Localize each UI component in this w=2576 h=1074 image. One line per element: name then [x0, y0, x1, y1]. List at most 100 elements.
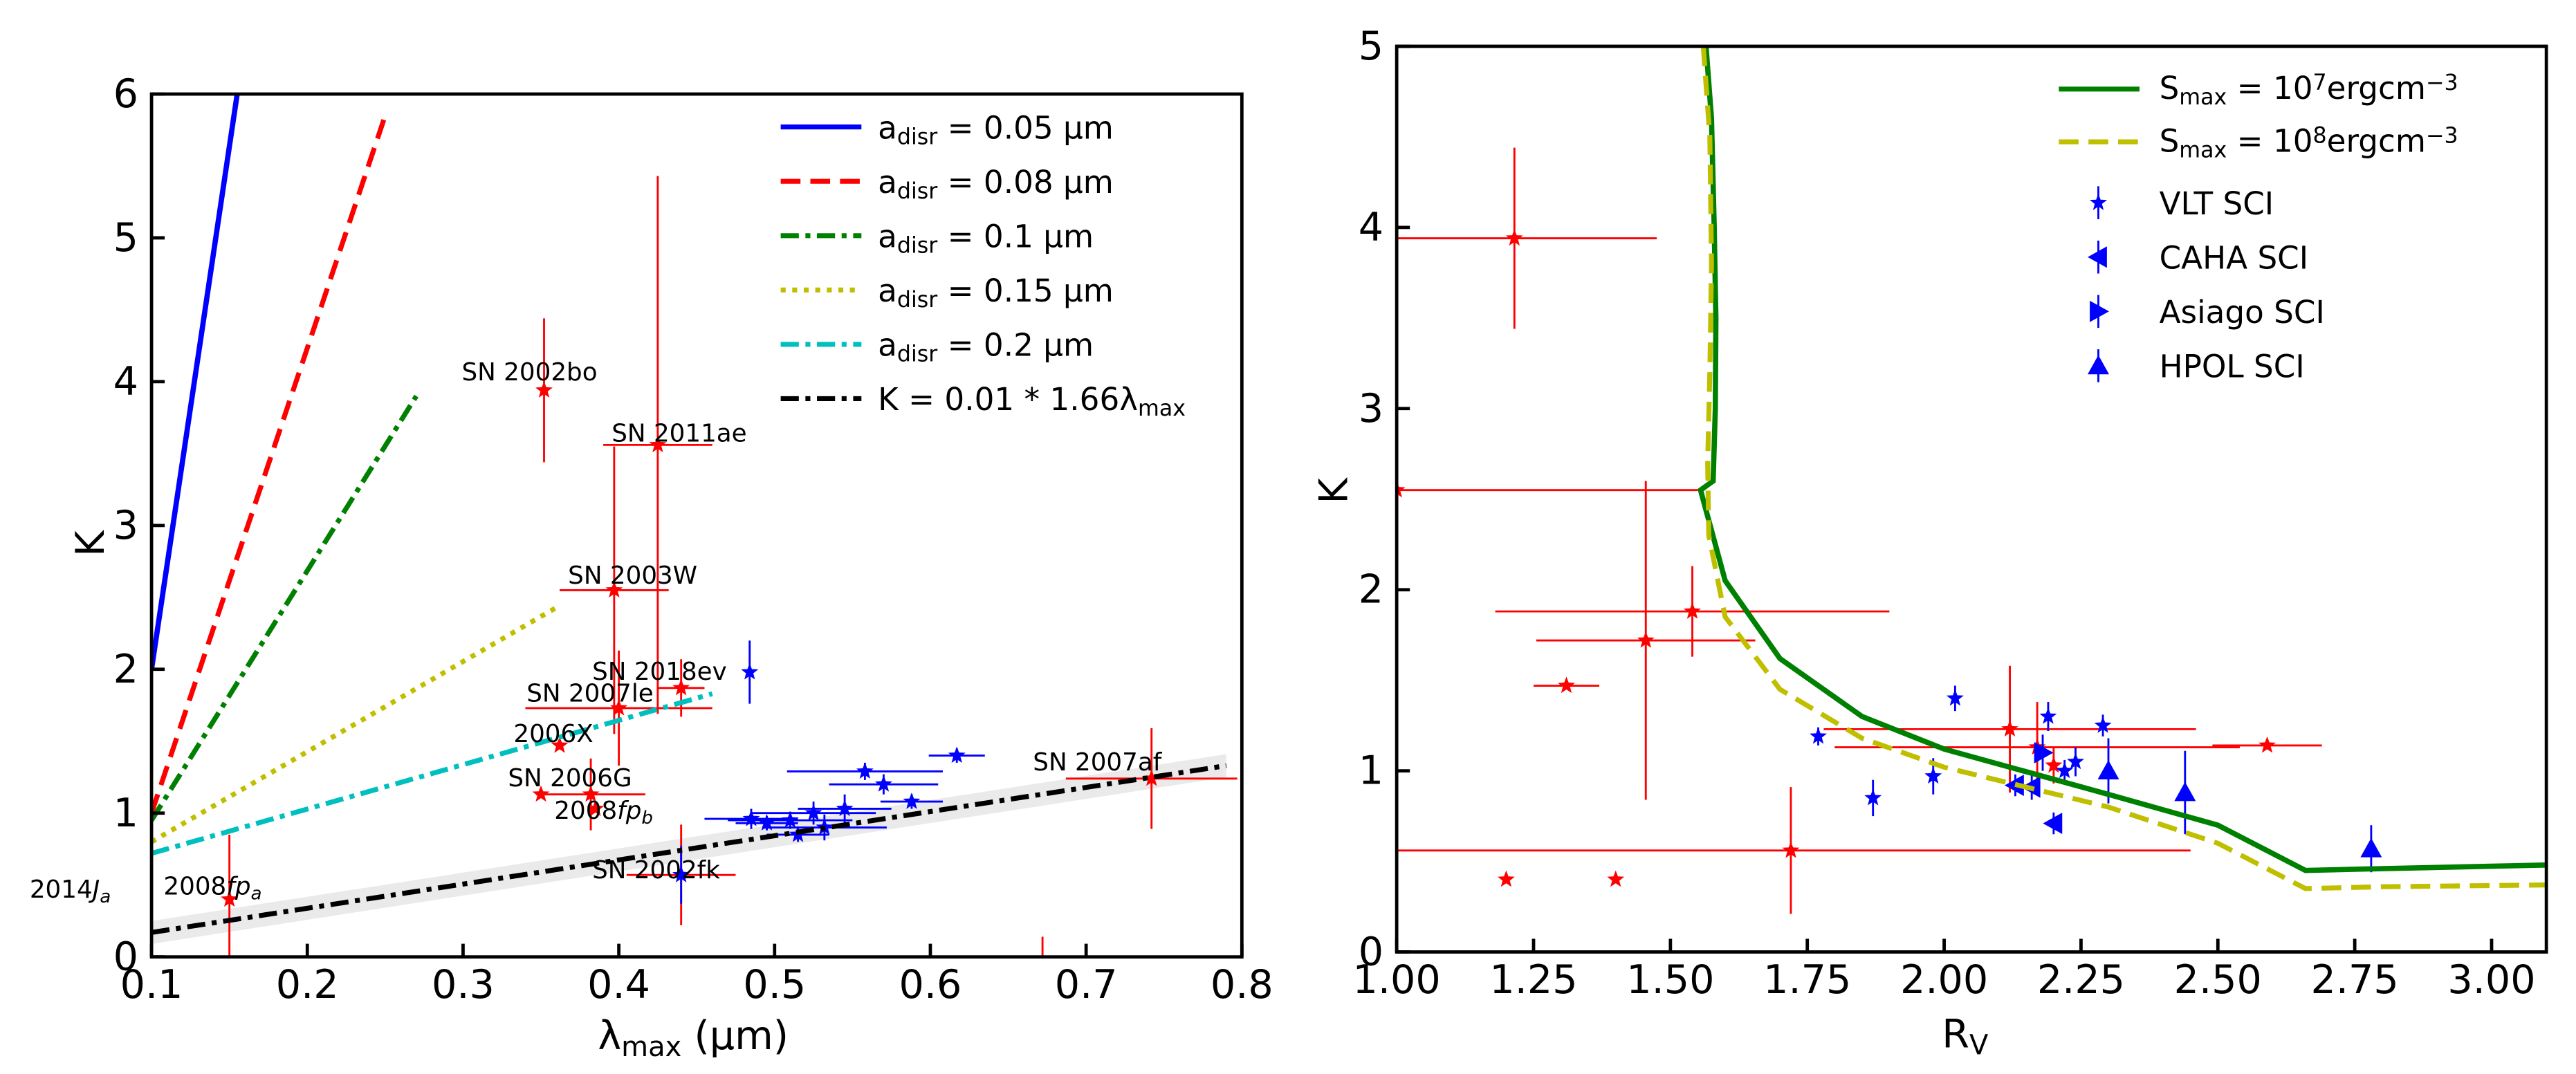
annotation-extra-0-part: 2014 — [30, 876, 93, 904]
blue-point-4 — [2034, 741, 2054, 763]
y-tick-label-2: 2 — [113, 647, 138, 692]
series-line-a008 — [151, 115, 388, 814]
blue-point-6 — [2056, 761, 2074, 779]
legend-label-kfit-part: max — [1138, 396, 1186, 421]
x-tick-label-6: 2.50 — [2174, 957, 2262, 1003]
legend-label-a02-part: disr — [897, 342, 938, 367]
legend-label-smax8-part: = 10 — [2227, 122, 2312, 159]
blue-point-12 — [2174, 781, 2196, 802]
legend-label-kfit-part: K = 0.01 * 1.66λ — [878, 381, 1138, 418]
legend-label-a015-part: a — [878, 272, 897, 309]
series-line-a02 — [151, 691, 713, 856]
legend-label-smax7-part: max — [2179, 85, 2227, 110]
blue-point-3 — [874, 775, 892, 792]
blue-point-1 — [948, 746, 966, 763]
blue-point-11 — [2097, 760, 2119, 779]
legend-marker-0 — [2090, 194, 2107, 210]
annotation-5: 2006X — [513, 720, 593, 748]
x-axis-label-part: R — [1942, 1012, 1969, 1057]
series-line-kfit — [151, 763, 1227, 935]
red-point-1 — [1397, 481, 1406, 498]
legend-label-a005-part: disr — [897, 124, 938, 149]
red-point-11 — [1607, 870, 1625, 887]
annotation-11: 2008fpa — [163, 872, 261, 904]
plot-area — [151, 93, 1238, 957]
y-tick-label-3: 3 — [113, 503, 138, 548]
red-point-4 — [610, 698, 628, 716]
legend-label-smax7-part: = 10 — [2227, 70, 2312, 107]
y-tick-label-4: 4 — [1359, 205, 1383, 250]
blue-point-2 — [2094, 716, 2112, 733]
x-tick-label-8: 3.00 — [2447, 957, 2535, 1003]
legend-label-a015-part: = 0.15 μm — [937, 272, 1114, 309]
red-point-5 — [2001, 720, 2019, 737]
x-tick-label-2: 1.50 — [1626, 957, 1714, 1003]
y-axis-label: K — [1312, 477, 1357, 504]
annotation-6: SN 2006G — [508, 764, 632, 793]
red-point-8 — [2045, 756, 2063, 773]
plot-area — [1397, 46, 2547, 914]
red-point-7 — [2258, 736, 2276, 753]
legend-label-smax8-part: −3 — [2426, 124, 2458, 149]
red-point-0 — [535, 381, 553, 398]
legend-label-a008-part: = 0.08 μm — [937, 164, 1114, 201]
red-point-7 — [582, 785, 600, 802]
y-tick-label-5: 5 — [113, 215, 138, 261]
legend-label-smax7-part: ergcm — [2327, 70, 2426, 107]
legend-label-a005-part: a — [878, 109, 897, 146]
y-tick-label-4: 4 — [113, 359, 138, 405]
annotation-0: SN 2002bo — [461, 358, 597, 387]
legend-label-marker-1: CAHA SCI — [2160, 239, 2309, 276]
legend-marker-3 — [2088, 355, 2109, 375]
y-tick-label-0: 0 — [1359, 929, 1383, 975]
legend-label-kfit: K = 0.01 * 1.66λmax — [878, 381, 1186, 421]
annotation-2: SN 2003W — [568, 562, 697, 590]
red-point-2 — [1637, 631, 1655, 648]
red-point-3 — [1684, 602, 1701, 619]
legend-marker-2 — [2090, 300, 2109, 322]
x-tick-label-2: 0.3 — [432, 962, 495, 1008]
blue-point-7 — [1924, 767, 1942, 784]
blue-point-2 — [856, 762, 874, 779]
x-axis-label-part: (μm) — [681, 1013, 789, 1059]
blue-point-3 — [1810, 727, 1827, 744]
x-tick-label-7: 0.8 — [1211, 962, 1273, 1008]
annotation-8-part: fp — [617, 797, 641, 825]
legend-label-a015-part: disr — [897, 288, 938, 313]
blue-point-6 — [804, 804, 822, 821]
legend-label-a015: adisr = 0.15 μm — [878, 272, 1114, 313]
y-tick-label-5: 5 — [1359, 24, 1383, 69]
legend-label-marker-2: Asiago SCI — [2160, 294, 2325, 331]
x-tick-label-3: 1.75 — [1763, 957, 1851, 1003]
legend-label-a02: adisr = 0.2 μm — [878, 327, 1094, 367]
blue-point-13 — [2043, 813, 2063, 835]
blue-point-12 — [672, 866, 690, 882]
x-tick-label-1: 1.25 — [1489, 957, 1577, 1003]
annotation-3: SN 2018ev — [592, 658, 727, 686]
legend-label-a02-part: = 0.2 μm — [937, 327, 1094, 364]
legend-label-smax7-part: −3 — [2426, 71, 2458, 95]
legend-label-smax7-part: S — [2160, 70, 2180, 107]
annotation-8-part: 2008 — [554, 797, 617, 825]
red-point-5 — [551, 736, 569, 753]
legend-label-smax8-part: max — [2179, 138, 2227, 163]
x-axis-label-part: max — [621, 1031, 681, 1063]
annotation-8-part: b — [641, 807, 653, 828]
blue-point-9 — [758, 814, 775, 831]
blue-point-0 — [741, 663, 759, 680]
plot-frame — [1395, 44, 2548, 954]
x-tick-label-0: 1.00 — [1353, 957, 1441, 1003]
annotation-extra-0: 2014Ja — [30, 876, 111, 907]
series-line-smax7 — [1698, 46, 2547, 873]
legend-label-smax7-part: 7 — [2313, 71, 2327, 95]
red-point-4 — [1558, 676, 1575, 694]
legend-label-a008: adisr = 0.08 μm — [878, 164, 1114, 204]
y-axis-label: K — [68, 530, 113, 557]
x-tick-label-6: 0.7 — [1055, 962, 1118, 1008]
legend-label-smax8-part: 8 — [2313, 124, 2327, 149]
blue-point-8 — [742, 809, 760, 826]
legend-label-a008-part: disr — [897, 179, 938, 204]
annotation-11-part: 2008 — [163, 872, 226, 900]
legend-label-smax8-part: S — [2160, 122, 2180, 159]
x-tick-label-4: 0.5 — [743, 962, 806, 1008]
